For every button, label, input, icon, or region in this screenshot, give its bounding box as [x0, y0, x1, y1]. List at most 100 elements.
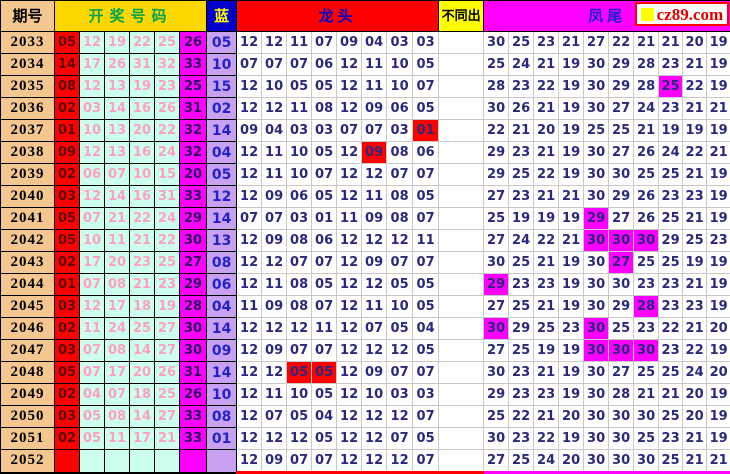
phoenix-tail-cell: 29 — [484, 164, 509, 186]
dragon-head-cell: 12 — [362, 428, 387, 450]
period-cell: 2043 — [1, 252, 55, 274]
phoenix-tail-cell: 28 — [634, 296, 659, 318]
phoenix-tail-cell: 22 — [683, 340, 707, 362]
phoenix-tail-cell: 20 — [559, 406, 584, 428]
phoenix-tail-cell: 19 — [559, 296, 584, 318]
dragon-head-cell: 08 — [287, 274, 312, 296]
phoenix-tail-cell: 25 — [659, 362, 683, 384]
phoenix-tail-cell: 19 — [707, 252, 730, 274]
period-cell: 2050 — [1, 406, 55, 428]
period-cell: 2035 — [1, 76, 55, 98]
dragon-head-cell: 12 — [237, 76, 262, 98]
mid-ball-cell: 05 — [80, 428, 105, 450]
phoenix-tail-cell: 19 — [534, 208, 559, 230]
dragon-head-cell: 12 — [237, 384, 262, 406]
dragon-head-cell: 11 — [337, 208, 362, 230]
tail-ball-cell: 20 — [180, 164, 207, 186]
phoenix-tail-cell: 19 — [707, 406, 730, 428]
mid-ball-cell: 17 — [80, 54, 105, 76]
phoenix-tail-cell: 30 — [584, 54, 609, 76]
dragon-head-cell: 05 — [312, 274, 337, 296]
phoenix-tail-cell: 21 — [634, 384, 659, 406]
phoenix-tail-cell: 29 — [609, 76, 634, 98]
phoenix-tail-cell: 30 — [584, 296, 609, 318]
mid-ball-cell: 14 — [105, 98, 130, 120]
tail-ball-cell: 26 — [180, 384, 207, 406]
phoenix-tail-cell: 30 — [484, 32, 509, 54]
dragon-head-cell: 12 — [337, 362, 362, 384]
dragon-head-cell: 09 — [337, 32, 362, 54]
tail-ball-cell: 33 — [180, 428, 207, 450]
tail-ball-cell: 27 — [180, 252, 207, 274]
phoenix-tail-cell: 29 — [484, 384, 509, 406]
phoenix-tail-cell: 24 — [509, 230, 534, 252]
phoenix-tail-cell: 23 — [509, 76, 534, 98]
mid-ball-cell: 08 — [105, 340, 130, 362]
dragon-head-cell: 05 — [287, 76, 312, 98]
mid-ball-cell: 17 — [130, 428, 155, 450]
phoenix-tail-cell: 23 — [707, 230, 730, 252]
phoenix-tail-cell: 24 — [659, 142, 683, 164]
dragon-head-cell: 05 — [312, 384, 337, 406]
mid-ball-cell: 10 — [80, 230, 105, 252]
phoenix-tail-cell: 21 — [683, 98, 707, 120]
winning-numbers-header: 开奖号码 — [55, 1, 207, 32]
phoenix-tail-cell: 30 — [484, 252, 509, 274]
dragon-head-cell: 12 — [362, 230, 387, 252]
phoenix-tail-cell: 23 — [683, 296, 707, 318]
distinct-cell — [439, 252, 484, 274]
phoenix-tail-cell: 23 — [659, 428, 683, 450]
dragon-head-cell: 11 — [413, 230, 439, 252]
phoenix-tail-cell: 30 — [584, 274, 609, 296]
red-ball-cell: 03 — [55, 406, 80, 428]
distinct-cell — [439, 406, 484, 428]
phoenix-tail-cell: 30 — [634, 230, 659, 252]
mid-ball-cell: 08 — [105, 406, 130, 428]
dragon-head-cell: 12 — [237, 362, 262, 384]
red-ball-cell: 01 — [55, 274, 80, 296]
phoenix-tail-cell: 30 — [584, 428, 609, 450]
phoenix-tail-cell: 25 — [634, 428, 659, 450]
phoenix-tail-cell: 22 — [683, 142, 707, 164]
dragon-head-cell: 12 — [362, 274, 387, 296]
dragon-head-cell: 06 — [312, 230, 337, 252]
distinct-cell — [439, 274, 484, 296]
mid-ball-cell: 26 — [105, 54, 130, 76]
phoenix-tail-cell: 27 — [609, 208, 634, 230]
dragon-head-cell: 10 — [287, 164, 312, 186]
mid-ball-cell: 14 — [105, 186, 130, 208]
dragon-head-cell: 11 — [362, 54, 387, 76]
mid-ball-cell: 32 — [155, 54, 180, 76]
phoenix-tail-cell: 21 — [534, 296, 559, 318]
dragon-head-cell: 12 — [387, 340, 413, 362]
red-ball-cell: 02 — [55, 318, 80, 340]
dragon-head-cell: 07 — [287, 340, 312, 362]
mid-ball-cell: 23 — [155, 76, 180, 98]
tail-ball-cell: 29 — [180, 274, 207, 296]
dragon-head-cell: 09 — [237, 120, 262, 142]
phoenix-tail-cell: 30 — [584, 252, 609, 274]
phoenix-tail-cell: 21 — [707, 98, 730, 120]
distinct-cell — [439, 54, 484, 76]
phoenix-tail-cell: 23 — [634, 274, 659, 296]
mid-ball-cell: 23 — [155, 274, 180, 296]
mid-ball-cell: 12 — [80, 32, 105, 54]
phoenix-tail-cell: 22 — [683, 76, 707, 98]
phoenix-tail-cell: 30 — [609, 230, 634, 252]
phoenix-tail-cell: 25 — [484, 208, 509, 230]
phoenix-tail-cell: 29 — [659, 230, 683, 252]
mid-ball-cell: 22 — [130, 208, 155, 230]
phoenix-tail-cell: 25 — [634, 164, 659, 186]
blue-ball-cell: 10 — [207, 54, 237, 76]
phoenix-tail-cell: 29 — [509, 318, 534, 340]
dragon-head-cell: 12 — [237, 428, 262, 450]
cz89-logo[interactable]: cz89.com — [635, 2, 730, 26]
phoenix-tail-cell: 30 — [584, 406, 609, 428]
dragon-head-cell: 06 — [413, 142, 439, 164]
phoenix-tail-cell: 21 — [534, 362, 559, 384]
dragon-head-cell: 12 — [337, 296, 362, 318]
